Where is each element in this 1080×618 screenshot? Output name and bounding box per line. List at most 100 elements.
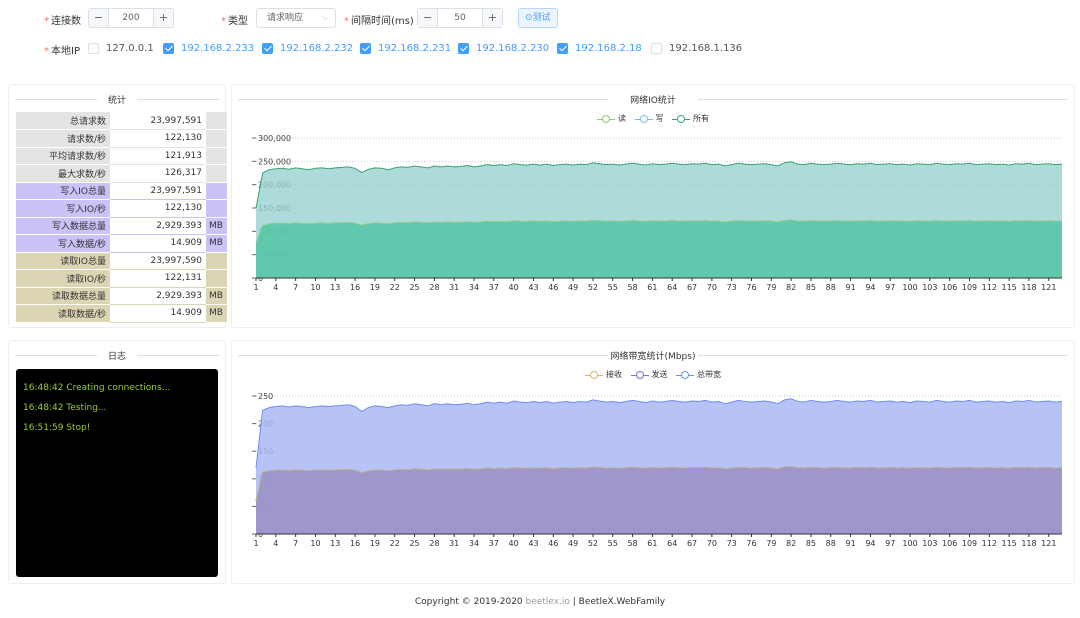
connections-stepper[interactable]: − 200 + bbox=[88, 8, 174, 28]
x-tick-label: 37 bbox=[489, 283, 499, 292]
x-tick-label: 16 bbox=[350, 283, 360, 292]
ip-checkbox-item[interactable]: 192.168.1.136 bbox=[651, 41, 742, 55]
stats-row: 最大求数/秒 126,317 bbox=[16, 164, 227, 183]
type-label: * 类型 bbox=[221, 16, 248, 27]
stats-label: 写入IO/秒 bbox=[16, 199, 110, 218]
x-tick-label: 64 bbox=[667, 283, 677, 292]
interval-stepper[interactable]: − 50 + bbox=[417, 8, 503, 28]
legend-item-total[interactable]: 总带宽 bbox=[676, 369, 721, 380]
legend-label: 接收 bbox=[605, 370, 622, 379]
stats-row: 读取IO/秒 122,131 bbox=[16, 269, 227, 288]
checkbox-checked-icon[interactable] bbox=[557, 42, 568, 54]
ip-checkbox-item[interactable]: 127.0.0.1 bbox=[88, 41, 154, 55]
io-chart: 050,000100,000150,000200,000250,000300,0… bbox=[252, 134, 1063, 292]
ip-checkbox-item[interactable]: 192.168.2.231 bbox=[360, 41, 451, 55]
x-tick-label: 100 bbox=[902, 539, 917, 548]
checkbox-unchecked-icon[interactable] bbox=[88, 42, 99, 54]
interval-value[interactable]: 50 bbox=[454, 13, 466, 23]
stats-value: 14.909 bbox=[110, 304, 206, 323]
ip-checkbox-item[interactable]: 192.168.2.232 bbox=[262, 41, 353, 55]
connections-plus-button[interactable]: + bbox=[153, 9, 173, 27]
x-tick-label: 106 bbox=[942, 539, 957, 548]
stats-row: 平均请求数/秒 121,913 bbox=[16, 147, 227, 165]
x-tick-label: 19 bbox=[370, 539, 380, 548]
x-tick-label: 58 bbox=[627, 283, 637, 292]
x-tick-label: 109 bbox=[962, 539, 977, 548]
x-tick-label: 121 bbox=[1041, 283, 1056, 292]
connections-minus-button[interactable]: − bbox=[89, 9, 109, 27]
x-tick-label: 67 bbox=[687, 539, 697, 548]
stats-value: 23,997,591 bbox=[110, 182, 206, 200]
legend-item-all[interactable]: 所有 bbox=[672, 113, 709, 124]
legend-item-write[interactable]: 写 bbox=[634, 113, 664, 124]
x-tick-label: 85 bbox=[806, 539, 816, 548]
x-tick-label: 88 bbox=[826, 283, 836, 292]
x-tick-label: 10 bbox=[310, 283, 320, 292]
x-tick-label: 73 bbox=[727, 283, 737, 292]
series-area-2 bbox=[256, 220, 1062, 278]
x-tick-label: 118 bbox=[1021, 539, 1036, 548]
stats-value: 122,131 bbox=[110, 269, 206, 288]
log-panel: 日志 16:48:42 Creating connections... 16:4… bbox=[8, 340, 226, 584]
checkbox-checked-icon[interactable] bbox=[458, 42, 469, 54]
stats-label: 读取数据/秒 bbox=[16, 304, 110, 323]
x-tick-label: 55 bbox=[608, 283, 618, 292]
stats-label: 最大求数/秒 bbox=[16, 164, 110, 183]
interval-plus-button[interactable]: + bbox=[482, 9, 502, 27]
stats-table: 总请求数 23,997,591 请求数/秒 122,130 平均请求数/秒 121,913… bbox=[16, 112, 227, 323]
stats-unit bbox=[206, 164, 227, 183]
footer-brand-link[interactable]: beetlex.io bbox=[525, 597, 570, 607]
checkbox-checked-icon[interactable] bbox=[163, 42, 174, 54]
ip-label: 192.168.2.233 bbox=[181, 42, 255, 54]
x-tick-label: 1 bbox=[253, 539, 258, 548]
io-chart-title: 网络IO统计 bbox=[232, 93, 1074, 106]
test-button[interactable]: ⊙测试 bbox=[518, 8, 558, 28]
bandwidth-chart-title: 网络带宽统计(Mbps) bbox=[232, 349, 1074, 362]
x-tick-label: 61 bbox=[647, 539, 657, 548]
checkbox-checked-icon[interactable] bbox=[262, 42, 273, 54]
legend-label: 读 bbox=[617, 114, 626, 123]
x-tick-label: 70 bbox=[707, 539, 717, 548]
stats-unit bbox=[206, 199, 227, 218]
stats-label: 写入IO总量 bbox=[16, 182, 110, 200]
x-tick-label: 91 bbox=[845, 539, 855, 548]
legend-item-send[interactable]: 发送 bbox=[630, 369, 668, 380]
ip-label: 127.0.0.1 bbox=[106, 42, 154, 54]
interval-minus-button[interactable]: − bbox=[418, 9, 438, 27]
stats-panel: 统计 总请求数 23,997,591 请求数/秒 122,130 平均请求数/秒 121,… bbox=[8, 84, 227, 328]
x-tick-label: 121 bbox=[1041, 539, 1056, 548]
type-select[interactable]: 请求响应 ⌵ bbox=[256, 8, 336, 28]
x-tick-label: 76 bbox=[746, 539, 756, 548]
x-tick-label: 67 bbox=[687, 283, 697, 292]
io-chart-legend: 读 写 所有 bbox=[232, 113, 1074, 125]
x-tick-label: 28 bbox=[429, 539, 439, 548]
ip-label: 192.168.2.18 bbox=[575, 42, 642, 54]
local-ip-label: * 本地IP bbox=[44, 46, 80, 57]
stats-row: 读取数据/秒 14.909 MB bbox=[16, 304, 227, 323]
stats-unit bbox=[206, 147, 227, 165]
toolbar-row: * 连接数 − 200 + * 类型 请求响应 ⌵ * 间隔时间(ms) − 50 +… bbox=[0, 8, 1080, 28]
ip-checkbox-item[interactable]: 192.168.2.18 bbox=[557, 41, 642, 55]
legend-marker-icon bbox=[634, 114, 653, 123]
x-tick-label: 4 bbox=[273, 539, 278, 548]
ip-checkbox-item[interactable]: 192.168.2.230 bbox=[458, 41, 549, 55]
stats-unit: MB bbox=[206, 234, 227, 253]
checkbox-unchecked-icon[interactable] bbox=[651, 42, 662, 54]
ip-checkbox-item[interactable]: 192.168.2.233 bbox=[163, 41, 254, 55]
legend-item-receive[interactable]: 接收 bbox=[584, 369, 622, 380]
x-tick-label: 73 bbox=[727, 539, 737, 548]
stats-value: 2,929.393 bbox=[110, 287, 206, 305]
stats-title: 统计 bbox=[9, 93, 225, 106]
series-line-0 bbox=[255, 398, 1063, 468]
legend-item-read[interactable]: 读 bbox=[596, 113, 626, 124]
connections-value[interactable]: 200 bbox=[122, 13, 140, 23]
y-tick-label: 300,000 bbox=[258, 134, 291, 143]
checkbox-checked-icon[interactable] bbox=[360, 42, 371, 54]
stats-value: 2,929.393 bbox=[110, 217, 206, 235]
stats-value: 126,317 bbox=[110, 164, 206, 183]
stats-label: 写入数据/秒 bbox=[16, 234, 110, 253]
stats-label: 写入数据总量 bbox=[16, 217, 110, 235]
x-tick-label: 91 bbox=[845, 283, 855, 292]
x-tick-label: 52 bbox=[588, 539, 598, 548]
x-tick-label: 7 bbox=[293, 539, 298, 548]
